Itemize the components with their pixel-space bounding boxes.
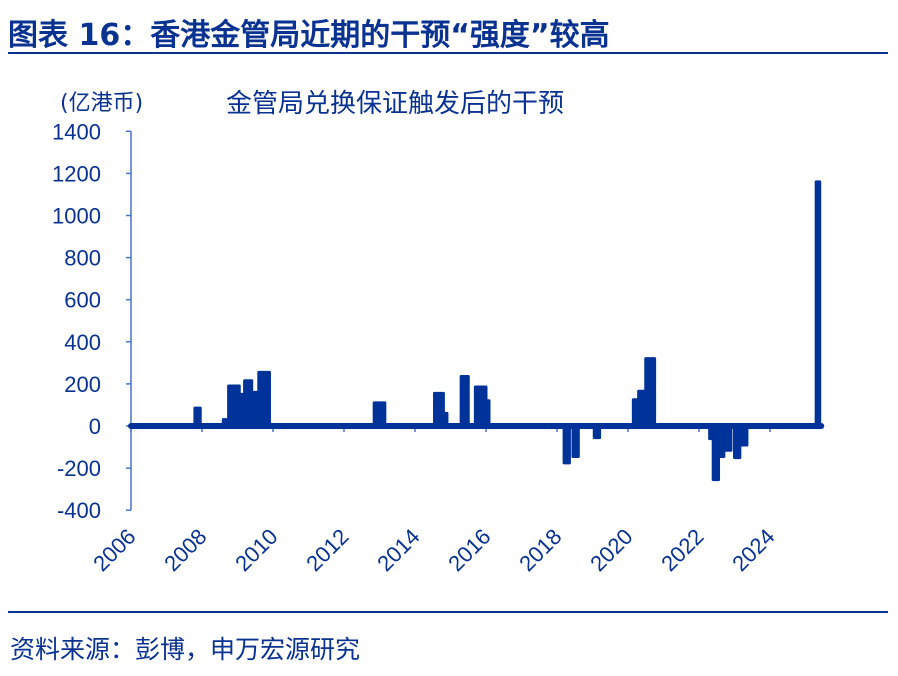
y-tick-label: -400	[57, 498, 101, 523]
x-tick-label: 2020	[585, 524, 637, 576]
bar	[571, 424, 580, 459]
bar	[562, 424, 571, 465]
bar	[227, 384, 241, 428]
y-tick-label: 0	[89, 414, 101, 439]
x-tick-label: 2014	[372, 524, 424, 576]
figure-title: 图表 16：香港金管局近期的干预“强度”较高	[8, 18, 610, 53]
bottom-divider	[8, 611, 888, 613]
y-tick-label: -200	[57, 456, 101, 481]
x-tick-label: 2008	[159, 524, 211, 576]
y-tick-label: 400	[64, 330, 101, 355]
y-tick-label: 1200	[52, 161, 101, 186]
y-tick-label: 200	[64, 372, 101, 397]
y-tick-label: 1000	[52, 204, 101, 229]
top-divider	[8, 52, 888, 54]
y-tick-label: 600	[64, 288, 101, 313]
x-tick-label: 2018	[514, 524, 566, 576]
y-tick-label: 800	[64, 246, 101, 271]
bar	[459, 375, 470, 428]
x-tick-label: 2016	[443, 524, 495, 576]
bar	[484, 399, 491, 428]
chart-title: 金管局兑换保证触发后的干预	[226, 89, 564, 119]
source-note: 资料来源：彭博，申万宏源研究	[10, 635, 361, 664]
bar	[644, 357, 657, 428]
bar	[372, 401, 387, 428]
y-axis-unit: (亿港币)	[60, 91, 143, 116]
x-tick-label: 2006	[88, 524, 140, 576]
x-tick-label: 2010	[230, 524, 282, 576]
bar	[814, 180, 822, 428]
y-tick-label: 1400	[52, 119, 101, 144]
bar	[473, 385, 488, 428]
x-tick-label: 2024	[727, 524, 779, 576]
bar	[257, 370, 271, 428]
x-tick-label: 2022	[656, 524, 708, 576]
x-tick-label: 2012	[301, 524, 353, 576]
bar	[722, 424, 733, 452]
